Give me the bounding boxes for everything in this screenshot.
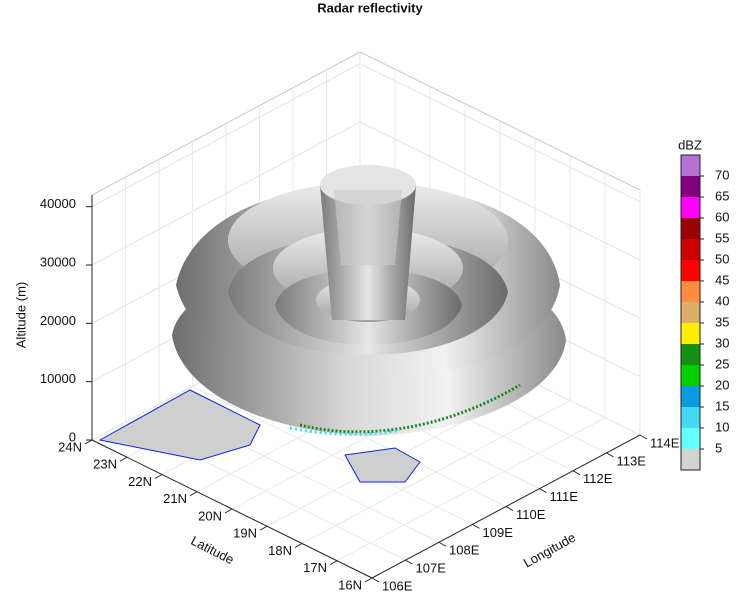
- y-tick: [84, 439, 93, 445]
- colorbar-box: [681, 281, 700, 302]
- y-tick: [119, 456, 128, 462]
- x-tick: [505, 506, 514, 511]
- y-tick: [294, 543, 303, 548]
- colorbar-tick-label: 35: [715, 314, 729, 329]
- x-tick-label: 111E: [550, 489, 579, 504]
- colorbar-box: [681, 197, 700, 218]
- chart-title: Radar reflectivity: [317, 0, 423, 15]
- colorbar-box: [681, 386, 700, 407]
- x-tick: [405, 559, 413, 565]
- grid-line: [301, 400, 571, 544]
- colorbar-box: [681, 449, 700, 470]
- x-tick-label: 108E: [449, 543, 480, 558]
- x-axis-label: Longitude: [521, 530, 578, 571]
- z-tick-label: 20000: [40, 313, 76, 328]
- colorbar-tick-label: 55: [715, 230, 729, 245]
- x-tick-label: 112E: [583, 471, 613, 486]
- colorbar-tick-label: 40: [715, 293, 729, 308]
- colorbar-box: [681, 302, 700, 323]
- z-tick-label: 30000: [40, 254, 76, 269]
- x-tick: [539, 488, 547, 494]
- y-tick-label: 20N: [198, 508, 222, 523]
- z-tick-label: 0: [69, 429, 76, 444]
- y-tick-label: 19N: [233, 526, 257, 541]
- colorbar-box: [681, 155, 700, 176]
- colorbar-tick-label: 45: [715, 272, 729, 287]
- y-tick-label: 21N: [163, 491, 187, 506]
- y-tick: [259, 525, 268, 531]
- colorbar-tick-label: 20: [715, 377, 729, 392]
- x-tick-label: 106E: [382, 578, 413, 593]
- x-tick-label: 107E: [416, 561, 447, 576]
- y-tick: [154, 474, 163, 479]
- land: [98, 389, 261, 461]
- x-tick: [438, 541, 447, 547]
- axes: 0 10000 20000 30000 40000 16N 17N 18N 19N 20N 21N 2…: [40, 195, 680, 593]
- colorbar-box: [681, 176, 700, 197]
- colorbar-box: [681, 260, 700, 281]
- colorbar-box: [681, 365, 700, 386]
- x-tick-label: 110E: [516, 507, 546, 522]
- y-tick: [329, 560, 338, 566]
- colorbar-tick-label: 70: [715, 167, 729, 182]
- colorbar-label: dBZ: [678, 137, 702, 152]
- z-axis-label: Altitude (m): [13, 282, 28, 348]
- x-tick: [606, 452, 614, 458]
- colorbar-box: [681, 239, 700, 260]
- z-tick-label: 10000: [40, 371, 76, 386]
- radar-surfaces: [98, 165, 566, 483]
- colorbar-frame: [680, 154, 701, 471]
- colorbar-box: [681, 344, 700, 365]
- colorbar-tick-label: 5: [715, 440, 722, 455]
- colorbar-tick-label: 25: [715, 356, 729, 371]
- y-tick: [224, 508, 233, 514]
- x-tick: [639, 434, 648, 440]
- colorbar-box: [681, 323, 700, 344]
- y-tick-label: 24N: [58, 439, 82, 454]
- y-tick-label: 18N: [268, 543, 292, 558]
- colorbar-tick-label: 65: [715, 188, 729, 203]
- colorbar-box: [681, 428, 700, 449]
- colorbar-tick-label: 50: [715, 251, 729, 266]
- colorbar-tick-label: 10: [715, 419, 729, 434]
- x-tick: [371, 577, 380, 583]
- z-tick-label: 40000: [40, 196, 76, 211]
- y-tick: [189, 491, 198, 497]
- colorbar-tick-label: 30: [715, 335, 729, 350]
- x-tick-label: 113E: [617, 453, 647, 468]
- y-tick-label: 23N: [93, 457, 117, 472]
- y-tick-label: 22N: [128, 474, 152, 489]
- y-axis-label: Latitude: [188, 533, 236, 567]
- colorbar-tick-label: 60: [715, 209, 729, 224]
- colorbar-tick-label: 15: [715, 398, 729, 413]
- colorbar-box: [681, 407, 700, 428]
- x-tick: [472, 523, 480, 529]
- surface-cone: [334, 190, 402, 265]
- colorbar: 5 10 15 20 25 30 35 40 45 50 55 60 65 70: [680, 154, 729, 471]
- y-tick: [364, 577, 373, 583]
- surface-echo: [289, 426, 401, 436]
- land: [344, 447, 421, 483]
- colorbar-box: [681, 218, 700, 239]
- grid-line: [336, 417, 606, 562]
- x-tick-label: 114E: [650, 435, 680, 450]
- y-tick-label: 17N: [303, 560, 327, 575]
- x-tick-label: 109E: [483, 525, 514, 540]
- y-tick-label: 16N: [338, 577, 362, 592]
- x-tick: [572, 470, 581, 476]
